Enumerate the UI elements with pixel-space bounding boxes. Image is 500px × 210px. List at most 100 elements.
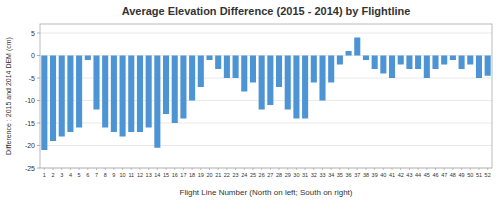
bar — [180, 56, 186, 119]
x-tick — [166, 168, 167, 170]
bar — [441, 56, 447, 65]
x-tick — [226, 168, 227, 170]
x-tick-label: 50 — [467, 172, 473, 178]
x-tick — [322, 168, 323, 170]
bar — [354, 38, 360, 56]
x-tick — [331, 168, 332, 170]
y-tick — [37, 33, 40, 34]
x-tick — [174, 168, 175, 170]
x-tick — [296, 168, 297, 170]
grid-line — [40, 145, 492, 146]
y-tick-label: -10 — [25, 97, 35, 104]
x-tick-label: 41 — [389, 172, 395, 178]
bar — [146, 56, 152, 128]
x-tick — [374, 168, 375, 170]
bar — [250, 56, 256, 83]
x-tick-label: 40 — [380, 172, 386, 178]
x-tick-label: 14 — [154, 172, 160, 178]
x-tick — [157, 168, 158, 170]
bar — [267, 56, 273, 106]
bar — [215, 56, 221, 70]
x-axis-label: Flight Line Number (North on left; South… — [180, 188, 353, 197]
x-tick — [305, 168, 306, 170]
x-tick — [53, 168, 54, 170]
x-tick — [418, 168, 419, 170]
x-tick-label: 52 — [485, 172, 491, 178]
bar — [398, 56, 404, 65]
x-tick-label: 31 — [302, 172, 308, 178]
x-tick-label: 39 — [372, 172, 378, 178]
x-tick — [148, 168, 149, 170]
x-axis: 1234567891011121314151617181920212223242… — [43, 168, 491, 178]
x-tick — [383, 168, 384, 170]
bar — [285, 56, 291, 110]
bar — [198, 56, 204, 88]
bar — [102, 56, 108, 128]
y-tick — [37, 55, 40, 56]
x-tick-label: 23 — [233, 172, 239, 178]
x-tick-label: 4 — [69, 172, 72, 178]
bars — [41, 38, 490, 151]
x-tick — [139, 168, 140, 170]
x-tick — [61, 168, 62, 170]
y-tick-label: -25 — [25, 165, 35, 172]
x-tick-label: 27 — [267, 172, 273, 178]
x-tick — [478, 168, 479, 170]
x-tick — [287, 168, 288, 170]
x-tick-label: 45 — [424, 172, 430, 178]
bar — [241, 56, 247, 92]
bar — [76, 56, 82, 128]
bar — [59, 56, 65, 137]
bar — [85, 56, 91, 61]
bar — [346, 51, 352, 56]
y-tick-label: -5 — [29, 75, 35, 82]
x-tick-label: 18 — [189, 172, 195, 178]
bar — [459, 56, 465, 70]
bar — [328, 56, 334, 83]
x-tick-label: 12 — [137, 172, 143, 178]
x-tick — [409, 168, 410, 170]
y-tick — [37, 78, 40, 79]
x-tick — [244, 168, 245, 170]
x-tick — [392, 168, 393, 170]
x-tick-label: 19 — [198, 172, 204, 178]
x-tick-label: 3 — [60, 172, 63, 178]
bar — [476, 56, 482, 79]
x-tick — [470, 168, 471, 170]
x-tick-label: 35 — [337, 172, 343, 178]
x-tick-label: 2 — [52, 172, 55, 178]
x-tick-label: 7 — [95, 172, 98, 178]
x-tick-label: 32 — [311, 172, 317, 178]
bar — [467, 56, 473, 65]
x-tick — [87, 168, 88, 170]
x-tick — [192, 168, 193, 170]
x-tick — [252, 168, 253, 170]
x-tick — [70, 168, 71, 170]
bar — [224, 56, 230, 79]
y-tick — [37, 123, 40, 124]
x-tick — [348, 168, 349, 170]
bar — [67, 56, 73, 133]
x-tick-label: 20 — [206, 172, 212, 178]
y-axis-label: Difference : 2015 and 2014 DEM (cm) — [5, 37, 13, 155]
y-tick-label: -20 — [25, 142, 35, 149]
x-tick — [209, 168, 210, 170]
x-tick — [357, 168, 358, 170]
x-tick-label: 38 — [363, 172, 369, 178]
bar — [389, 56, 395, 79]
y-tick-label: 0 — [31, 52, 35, 59]
x-tick-label: 25 — [250, 172, 256, 178]
x-tick-label: 11 — [128, 172, 134, 178]
x-tick — [113, 168, 114, 170]
x-tick-label: 17 — [180, 172, 186, 178]
x-tick-label: 22 — [224, 172, 230, 178]
x-tick-label: 34 — [328, 172, 334, 178]
bar — [432, 56, 438, 70]
x-tick-label: 1 — [43, 172, 46, 178]
x-tick-label: 8 — [104, 172, 107, 178]
x-tick-label: 47 — [441, 172, 447, 178]
bar — [189, 56, 195, 101]
x-tick — [452, 168, 453, 170]
x-tick — [426, 168, 427, 170]
x-tick-label: 6 — [86, 172, 89, 178]
